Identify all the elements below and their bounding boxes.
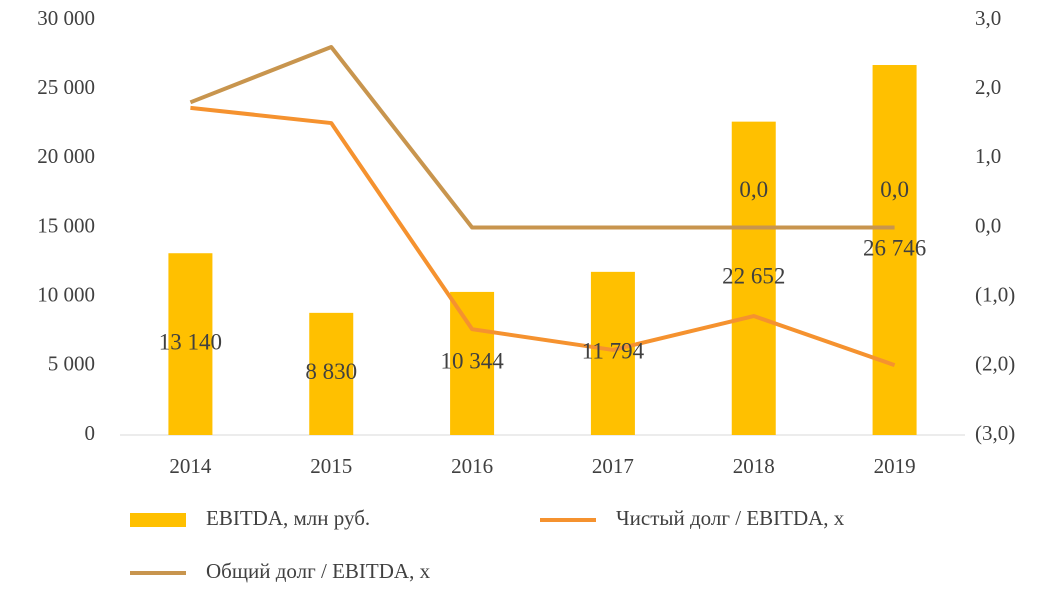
data-label: 11 794: [582, 339, 645, 364]
x-tick-label: 2017: [592, 454, 634, 478]
y2-tick-label: (3,0): [975, 421, 1015, 445]
x-tick-label: 2019: [874, 454, 916, 478]
x-tick-label: 2016: [451, 454, 493, 478]
legend-label: Чистый долг / EBITDA, x: [616, 506, 845, 530]
bar: [872, 65, 917, 435]
data-label: 0,0: [739, 177, 768, 202]
data-label: 10 344: [440, 349, 504, 374]
legend-label: Общий долг / EBITDA, x: [206, 559, 431, 583]
y2-tick-label: 0,0: [975, 213, 1001, 237]
y-tick-label: 15 000: [37, 213, 95, 237]
y2-tick-label: 1,0: [975, 144, 1001, 168]
y-tick-label: 20 000: [37, 144, 95, 168]
bar: [590, 271, 635, 435]
legend-label: EBITDA, млн руб.: [206, 506, 370, 530]
x-tick-label: 2014: [169, 454, 212, 478]
legend-swatch: [130, 513, 186, 527]
bar: [168, 253, 213, 435]
line: [189, 44, 895, 230]
data-label: 26 746: [863, 235, 926, 260]
data-label: 8 830: [305, 359, 357, 384]
line: [190, 105, 896, 368]
y-tick-label: 25 000: [37, 75, 95, 99]
data-label: 0,0: [880, 177, 909, 202]
y2-tick-label: 3,0: [975, 6, 1001, 30]
y2-tick-label: (2,0): [975, 352, 1015, 376]
x-tick-label: 2015: [310, 454, 352, 478]
y-tick-label: 30 000: [37, 6, 95, 30]
bar: [309, 312, 354, 435]
bar: [450, 291, 495, 435]
data-label: 13 140: [159, 329, 222, 354]
y-tick-label: 0: [85, 421, 96, 445]
y2-tick-label: 2,0: [975, 75, 1001, 99]
y2-tick-label: (1,0): [975, 282, 1015, 306]
bar: [731, 121, 776, 435]
x-tick-label: 2018: [733, 454, 775, 478]
y-tick-label: 10 000: [37, 282, 95, 306]
data-label: 22 652: [722, 264, 785, 289]
y-tick-label: 5 000: [48, 352, 95, 376]
